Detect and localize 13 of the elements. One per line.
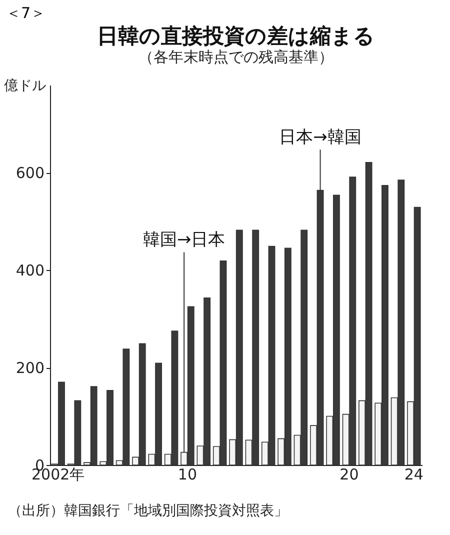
- chart-subtitle: （各年末時点での残高基準）: [138, 48, 334, 66]
- y-tick-label: 600: [16, 164, 44, 182]
- x-tick-label: 10: [178, 466, 198, 484]
- text: 韓国→日本: [142, 230, 226, 250]
- text: （出所）韓国銀行「地域別国際投資対照表」: [7, 502, 289, 520]
- x-tick-label: 24: [404, 466, 424, 484]
- y-tick-label: 200: [16, 359, 44, 378]
- x-tick-label: 20: [340, 466, 359, 484]
- chart-title: 日韓の直接投資の差は縮まる: [97, 24, 375, 48]
- y-axis-title: 億ドル: [4, 78, 46, 94]
- series-label: 日本→韓国: [279, 128, 362, 148]
- text: ＜7＞: [5, 3, 47, 22]
- y-tick-label: 400: [16, 262, 44, 280]
